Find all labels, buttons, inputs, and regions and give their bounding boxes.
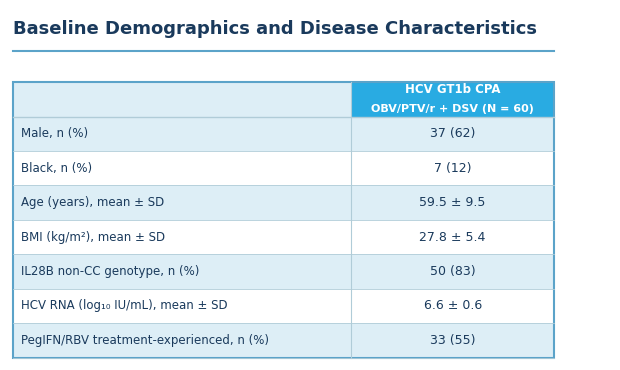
Text: 37 (62): 37 (62) [430,127,476,140]
Text: 27.8 ± 5.4: 27.8 ± 5.4 [420,231,486,243]
Text: PegIFN/RBV treatment-experienced, n (%): PegIFN/RBV treatment-experienced, n (%) [21,334,269,347]
Bar [351,117,554,151]
Bar [351,289,554,323]
Text: 59.5 ± 9.5: 59.5 ± 9.5 [420,196,486,209]
Bar [12,117,351,151]
Text: 7 (12): 7 (12) [434,162,471,175]
Bar [351,254,554,289]
Text: 6.6 ± 0.6: 6.6 ± 0.6 [423,299,482,312]
Text: Black, n (%): Black, n (%) [21,162,92,175]
Text: Male, n (%): Male, n (%) [21,127,88,140]
Bar [12,185,351,220]
Bar [351,151,554,185]
Text: HCV GT1b CPA: HCV GT1b CPA [405,83,500,95]
Bar [12,82,351,117]
Text: Age (years), mean ± SD: Age (years), mean ± SD [21,196,164,209]
Bar [12,254,351,289]
Text: 33 (55): 33 (55) [430,334,476,347]
Bar [351,323,554,357]
Text: 50 (83): 50 (83) [430,265,476,278]
Bar [12,323,351,357]
Bar [351,185,554,220]
Text: BMI (kg/m²), mean ± SD: BMI (kg/m²), mean ± SD [21,231,166,243]
Text: HCV RNA (log₁₀ IU/mL), mean ± SD: HCV RNA (log₁₀ IU/mL), mean ± SD [21,299,228,312]
Bar [12,151,351,185]
Bar [12,289,351,323]
Text: IL28B non-CC genotype, n (%): IL28B non-CC genotype, n (%) [21,265,200,278]
Bar [12,82,554,357]
Bar [351,82,554,117]
Bar [12,220,351,254]
Bar [351,220,554,254]
Text: OBV/PTV/r + DSV (N = 60): OBV/PTV/r + DSV (N = 60) [371,104,534,114]
Text: Baseline Demographics and Disease Characteristics: Baseline Demographics and Disease Charac… [12,20,537,38]
